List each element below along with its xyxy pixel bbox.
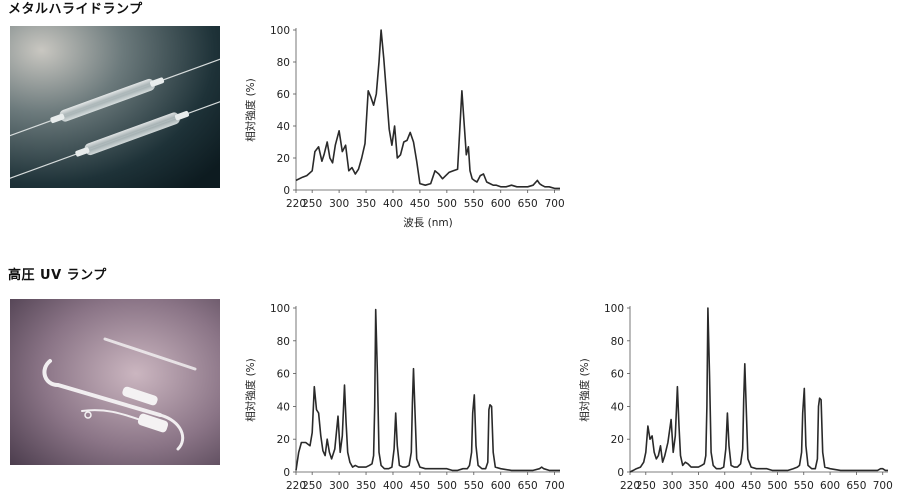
x-tick-label: 400 <box>383 198 403 210</box>
spectrum-line <box>295 308 560 472</box>
spectrum-line <box>295 29 560 190</box>
x-tick-label: 350 <box>688 480 708 492</box>
y-tick-label: 100 <box>270 25 290 37</box>
y-tick-label: 80 <box>277 57 290 69</box>
y-tick-label: 60 <box>277 89 290 101</box>
x-tick-label: 350 <box>356 198 376 210</box>
y-tick-label: 60 <box>611 369 624 381</box>
x-tick-label: 600 <box>820 480 840 492</box>
x-tick-label: 550 <box>464 198 484 210</box>
x-tick-label: 220 <box>286 198 306 210</box>
x-tick-label: 500 <box>767 480 787 492</box>
x-tick-label: 220 <box>620 480 640 492</box>
y-axis-label: 相対強度 (%) <box>244 78 257 142</box>
y-tick-label: 100 <box>604 303 624 315</box>
x-tick-label: 500 <box>437 480 457 492</box>
y-tick-label: 20 <box>277 153 290 165</box>
x-tick-label: 700 <box>545 198 565 210</box>
x-tick-label: 550 <box>464 480 484 492</box>
x-tick-label: 700 <box>873 480 893 492</box>
x-tick-label: 650 <box>518 198 538 210</box>
x-tick-label: 300 <box>329 480 349 492</box>
y-tick-label: 80 <box>277 336 290 348</box>
y-tick-label: 40 <box>277 401 290 413</box>
x-tick-label: 250 <box>302 198 322 210</box>
x-axis-label: 波長 (nm) <box>403 216 452 229</box>
x-tick-label: 220 <box>286 480 306 492</box>
x-tick-label: 500 <box>437 198 457 210</box>
y-tick-label: 20 <box>277 434 290 446</box>
y-tick-label: 40 <box>611 401 624 413</box>
y-tick-label: 80 <box>611 336 624 348</box>
high-pressure-uv-lamp-photo <box>10 299 220 465</box>
x-tick-label: 450 <box>741 480 761 492</box>
x-tick-label: 250 <box>302 480 322 492</box>
x-tick-label: 350 <box>356 480 376 492</box>
x-tick-label: 600 <box>491 198 511 210</box>
y-axis-label: 相対強度 (%) <box>244 358 257 422</box>
y-tick-label: 0 <box>617 467 624 479</box>
x-tick-label: 650 <box>518 480 538 492</box>
x-tick-label: 650 <box>846 480 866 492</box>
y-axis-label: 相対強度 (%) <box>578 358 591 422</box>
y-tick-label: 20 <box>611 434 624 446</box>
y-tick-label: 60 <box>277 369 290 381</box>
x-tick-label: 300 <box>662 480 682 492</box>
spectrum-line <box>629 307 888 473</box>
x-tick-label: 550 <box>794 480 814 492</box>
x-tick-label: 400 <box>383 480 403 492</box>
y-tick-label: 40 <box>277 121 290 133</box>
metal-halide-lamp-photo <box>10 26 220 188</box>
x-tick-label: 450 <box>410 480 430 492</box>
x-tick-label: 400 <box>715 480 735 492</box>
y-tick-label: 100 <box>270 303 290 315</box>
x-tick-label: 250 <box>636 480 656 492</box>
section-title-high-pressure-uv: 高圧 UV ランプ <box>8 268 107 283</box>
x-tick-label: 450 <box>410 198 430 210</box>
x-tick-label: 300 <box>329 198 349 210</box>
x-tick-label: 700 <box>545 480 565 492</box>
y-tick-label: 0 <box>283 467 290 479</box>
y-tick-label: 0 <box>283 185 290 197</box>
section-title-metal-halide: メタルハライドランプ <box>8 2 143 17</box>
x-tick-label: 600 <box>491 480 511 492</box>
